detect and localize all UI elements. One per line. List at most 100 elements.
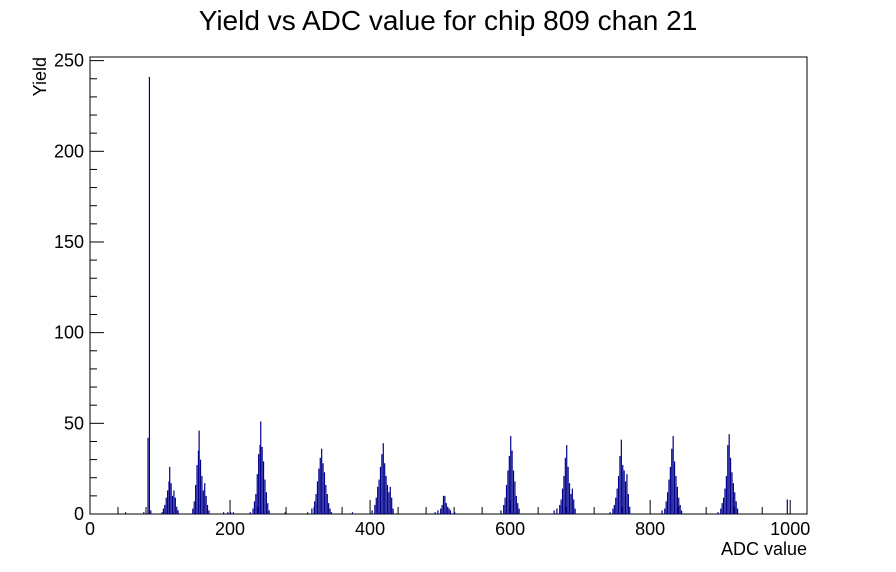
histogram-bar bbox=[314, 501, 316, 514]
histogram-bar bbox=[328, 503, 330, 514]
histogram-bar bbox=[673, 461, 676, 514]
y-tick-label: 0 bbox=[74, 504, 84, 524]
histogram-bar bbox=[512, 470, 515, 514]
histogram-bar bbox=[566, 445, 568, 514]
y-tick-label: 200 bbox=[54, 141, 84, 161]
histogram-bar bbox=[173, 490, 175, 514]
histogram-bar bbox=[447, 506, 449, 514]
histogram-bar bbox=[666, 492, 669, 514]
histogram-bar bbox=[255, 494, 257, 514]
x-axis: 0 200 400 600 800 1000 bbox=[85, 500, 810, 539]
histogram-bar bbox=[326, 494, 328, 514]
histogram-bar bbox=[573, 499, 575, 514]
y-tick-label: 250 bbox=[54, 51, 84, 71]
histogram-bars bbox=[125, 76, 788, 514]
y-axis: 0 50 100 150 200 250 bbox=[54, 51, 104, 524]
histogram-bar bbox=[143, 512, 145, 514]
histogram-bar bbox=[561, 488, 564, 514]
histogram-bar bbox=[665, 501, 667, 514]
x-tick-label: 800 bbox=[635, 519, 665, 539]
histogram-bar bbox=[230, 512, 232, 514]
histogram-bar bbox=[680, 510, 683, 514]
histogram-bar bbox=[204, 483, 206, 514]
histogram-bar bbox=[445, 503, 447, 514]
histogram-bar bbox=[264, 479, 266, 514]
histogram-bar bbox=[563, 475, 565, 514]
histogram-bar bbox=[570, 494, 572, 514]
histogram-bar bbox=[378, 479, 380, 514]
histogram-bar bbox=[374, 504, 376, 514]
histogram-bar bbox=[437, 510, 439, 514]
histogram-bar bbox=[560, 499, 562, 514]
histogram-bar bbox=[307, 512, 309, 514]
histogram-bar bbox=[261, 446, 263, 514]
histogram-bar bbox=[150, 510, 152, 514]
histogram-bar bbox=[322, 463, 324, 514]
histogram-bar bbox=[192, 508, 194, 514]
histogram-bar bbox=[679, 504, 681, 514]
x-tick-label: 400 bbox=[355, 519, 385, 539]
histogram-bar bbox=[176, 506, 178, 514]
histogram-bar bbox=[318, 468, 320, 514]
histogram-bar bbox=[321, 448, 323, 514]
y-axis-label: Yield bbox=[30, 57, 50, 96]
histogram-bar bbox=[319, 457, 321, 514]
histogram-bar bbox=[168, 481, 170, 514]
histogram-bar bbox=[379, 466, 382, 514]
histogram-bar bbox=[727, 445, 729, 514]
histogram-bar bbox=[623, 470, 625, 514]
histogram-bar bbox=[259, 445, 261, 514]
histogram-bar bbox=[205, 495, 207, 514]
histogram-bar bbox=[199, 459, 202, 514]
y-tick-label: 50 bbox=[64, 413, 84, 433]
histogram-bar bbox=[371, 510, 373, 514]
histogram-bar bbox=[617, 475, 620, 514]
histogram-bar bbox=[162, 508, 165, 514]
histogram-bar bbox=[518, 508, 520, 514]
histogram-bar bbox=[721, 503, 723, 514]
histogram-bar bbox=[729, 457, 732, 514]
histogram-bar bbox=[504, 497, 506, 514]
histogram-bar bbox=[386, 484, 389, 514]
x-tick-label: 1000 bbox=[770, 519, 810, 539]
histogram-bar bbox=[722, 497, 725, 514]
histogram-bar bbox=[786, 499, 788, 514]
histogram-bar bbox=[500, 510, 502, 514]
histogram-bar bbox=[198, 430, 200, 514]
x-axis-label: ADC value bbox=[721, 539, 807, 559]
histogram-bar bbox=[736, 508, 739, 514]
histogram-bar bbox=[624, 481, 627, 514]
histogram-bar bbox=[448, 508, 450, 514]
histogram-bar bbox=[330, 512, 333, 514]
histogram-bar bbox=[511, 450, 513, 514]
histogram-bar bbox=[612, 508, 614, 514]
histogram-bar bbox=[252, 508, 254, 514]
histogram-bar bbox=[717, 512, 719, 514]
histogram-bar bbox=[177, 510, 179, 514]
histogram-bar bbox=[197, 450, 200, 514]
histogram-bar bbox=[161, 512, 163, 514]
x-tick-label: 0 bbox=[85, 519, 95, 539]
histogram-bar bbox=[385, 475, 387, 514]
histogram-bar bbox=[514, 481, 516, 514]
y-tick-label: 100 bbox=[54, 323, 84, 343]
histogram-bar bbox=[195, 484, 197, 514]
histogram-bar bbox=[377, 486, 379, 514]
plot-frame bbox=[89, 56, 808, 515]
histogram-bar bbox=[170, 483, 172, 514]
histogram-bar bbox=[510, 436, 512, 514]
histogram-bar bbox=[389, 486, 391, 514]
histogram-bar bbox=[442, 495, 445, 514]
histogram-bar bbox=[731, 472, 733, 514]
histogram-bar bbox=[388, 492, 390, 514]
histogram-bar bbox=[564, 457, 566, 514]
x-tick-label: 200 bbox=[215, 519, 245, 539]
histogram-bar bbox=[249, 512, 251, 514]
histogram-bar bbox=[619, 455, 621, 514]
histogram-bar bbox=[315, 494, 317, 514]
histogram-bar bbox=[559, 504, 561, 514]
histogram-bar bbox=[720, 508, 722, 514]
histogram-bar bbox=[381, 454, 383, 514]
histogram-bar bbox=[668, 479, 670, 514]
